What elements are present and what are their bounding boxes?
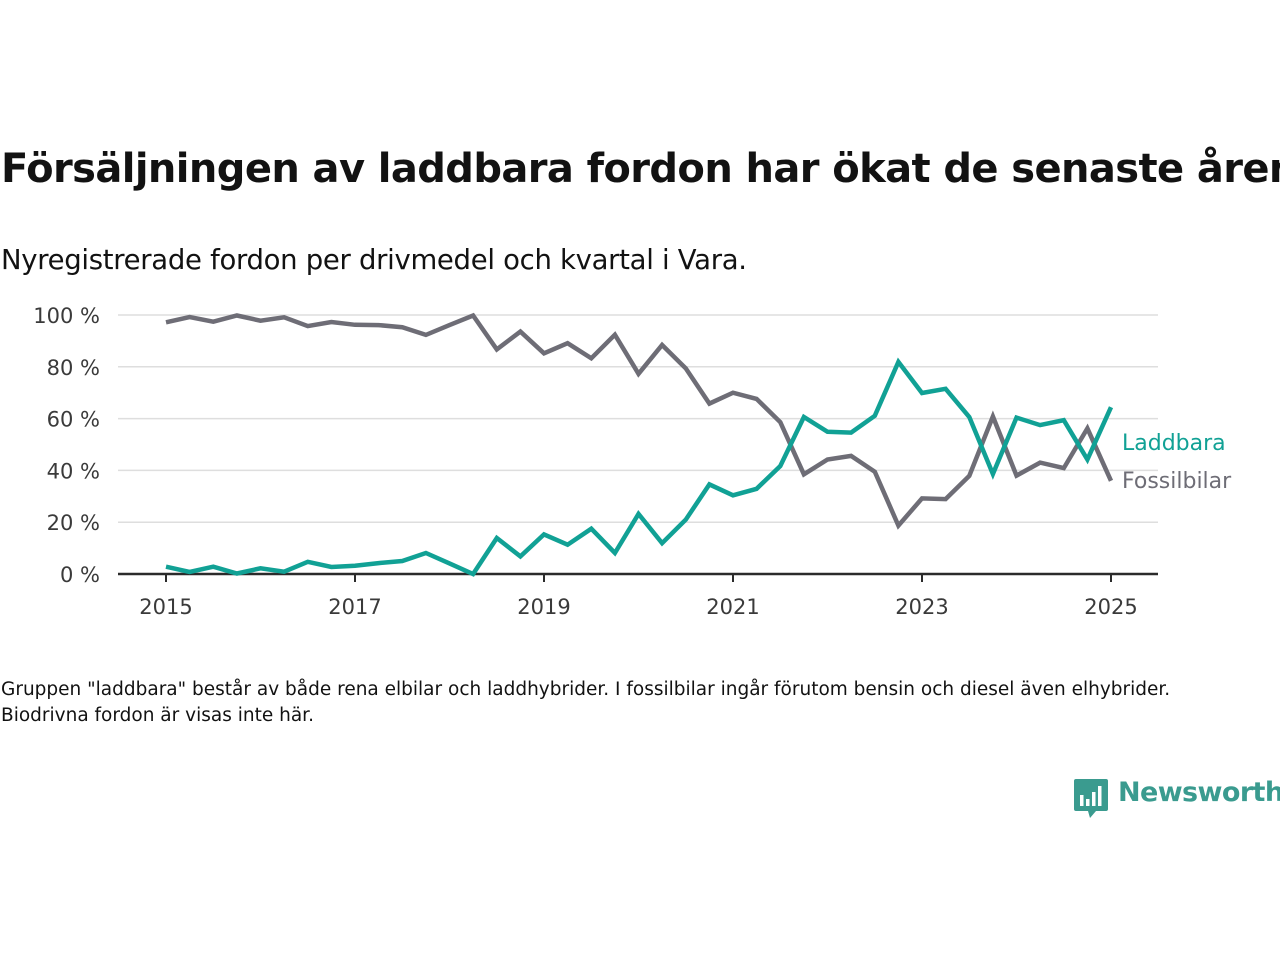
y-tick-label: 20 %	[47, 511, 100, 535]
x-tick-label: 2019	[517, 595, 570, 619]
newsworthy-logo[interactable]: Newsworthy	[1072, 776, 1280, 820]
series-label-fossilbilar: Fossilbilar	[1122, 469, 1232, 494]
chart-footnote: Gruppen "laddbara" består av både rena e…	[1, 679, 1171, 726]
logo-wordmark: Newsworthy	[1118, 777, 1280, 808]
series-line-fossilbilar	[165, 312, 1114, 530]
y-axis-ticks: 0 % 20 % 40 % 60 % 80 % 100 %	[33, 304, 100, 587]
chart-title: Försäljningen av laddbara fordon har öka…	[1, 146, 1280, 192]
series-line-laddbara	[165, 357, 1114, 577]
x-tick-label: 2017	[328, 595, 381, 619]
y-tick-label: 0 %	[60, 563, 100, 587]
y-tick-label: 100 %	[33, 304, 100, 328]
x-axis-ticks: 2015 2017 2019 2021 2023 2025	[118, 572, 1158, 619]
line-chart: 0 % 20 % 40 % 60 % 80 % 100 % 2015 2017 2019 202…	[33, 304, 1232, 619]
series-labels: Laddbara Fossilbilar	[1122, 431, 1232, 494]
x-tick-label: 2015	[139, 595, 192, 619]
x-tick-label: 2025	[1084, 595, 1137, 619]
chart-bubble-icon	[1074, 779, 1108, 818]
y-tick-label: 60 %	[47, 408, 100, 432]
y-tick-label: 80 %	[47, 356, 100, 380]
y-tick-label: 40 %	[47, 459, 100, 483]
chart-subtitle: Nyregistrerade fordon per drivmedel och …	[1, 244, 747, 276]
x-tick-label: 2023	[895, 595, 948, 619]
gridlines	[118, 314, 1158, 523]
series-label-laddbara: Laddbara	[1122, 431, 1226, 456]
series-lines	[165, 312, 1114, 577]
x-tick-label: 2021	[706, 595, 759, 619]
